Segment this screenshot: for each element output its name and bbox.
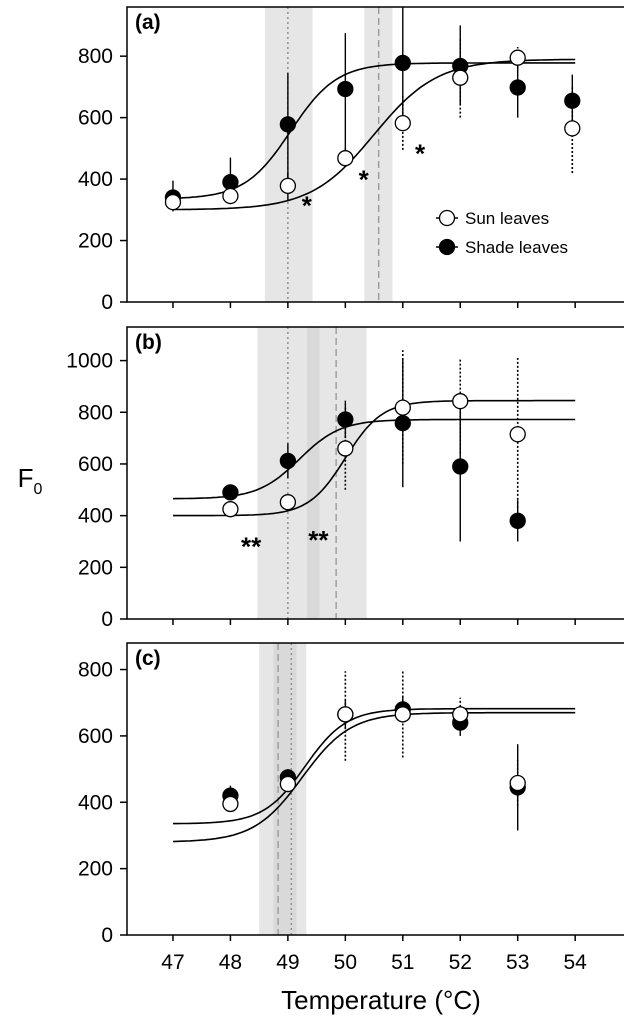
sun-leaf-point: [509, 426, 526, 443]
shade-leaf-point: [509, 512, 526, 529]
axes-frame: [126, 326, 624, 620]
shaded-band-0: [264, 7, 313, 302]
sun-leaf-point: [337, 440, 354, 457]
sun-leaf-point: [337, 706, 354, 723]
y-tick-label: 600: [78, 107, 113, 130]
sun-leaf-point: [394, 706, 411, 723]
sun-leaf-point: [279, 494, 297, 511]
sun-leaf-point: [509, 49, 526, 66]
shade-leaf-point: [564, 92, 581, 109]
sun-leaf-point: [337, 150, 354, 167]
shade-leaf-point: [337, 80, 354, 98]
sun-leaf-point: [564, 120, 581, 137]
sun-leaf-point: [452, 69, 469, 86]
legend-label: Sun leaves: [465, 209, 549, 228]
sun-leaf-point: [279, 177, 297, 194]
sun-leaf-point: [394, 399, 411, 416]
x-axis-title: Temperature (°C): [281, 985, 481, 1015]
significance-marker: *: [415, 138, 426, 168]
x-tick-label: 52: [449, 951, 472, 974]
y-tick-label: 200: [78, 858, 113, 881]
plot-area: [172, 643, 576, 935]
x-tick-label: 47: [161, 951, 184, 974]
y-tick-label: 1000: [66, 350, 113, 373]
legend-marker: [438, 209, 456, 227]
sun-leaf-point: [452, 393, 469, 410]
y-tick-label: 600: [78, 453, 113, 476]
fit-curve-sun: [173, 399, 576, 517]
significance-marker: *: [359, 164, 370, 194]
sun-leaf-point: [452, 706, 469, 723]
shade-leaf-point: [394, 414, 411, 432]
axes-frame: [126, 6, 624, 303]
panel-label: (c): [135, 647, 161, 670]
y-axis-title: F0: [18, 463, 43, 498]
shade-leaf-point: [509, 79, 526, 96]
x-tick-label: 48: [219, 951, 242, 974]
significance-marker: **: [308, 525, 329, 555]
y-tick-label: 400: [78, 505, 113, 528]
panel-b: ** ** 0 200 400 600 800 1000 (b): [66, 326, 624, 631]
legend-marker: [438, 238, 456, 256]
shade-leaf-point: [279, 116, 297, 133]
y-tick-label: 400: [78, 791, 113, 814]
y-tick-label: 0: [101, 924, 113, 947]
fit-curve-shade: [172, 62, 576, 200]
legend: Sun leaves Shade leaves: [436, 209, 568, 257]
shade-leaf-point: [452, 458, 469, 475]
axes-frame: [126, 642, 624, 936]
sun-leaf-point: [279, 775, 297, 793]
plot-area: [164, 7, 581, 302]
shaded-band-1: [306, 327, 320, 619]
y-tick-label: 600: [78, 725, 113, 748]
shade-leaf-point: [394, 54, 411, 72]
panel-a: * * * 0 200 400 600 800 (a) Sun leaves Shade leave…: [78, 6, 624, 314]
x-tick-label: 51: [391, 951, 414, 974]
y-tick-label: 200: [78, 556, 113, 579]
shade-leaf-point: [279, 452, 297, 470]
x-tick-label: 50: [334, 951, 357, 974]
sun-leaf-point: [164, 193, 182, 211]
y-tick-label: 0: [101, 291, 113, 314]
panel-c: 0 200 400 600 800 (c): [78, 642, 624, 947]
sun-leaf-point: [222, 795, 239, 813]
significance-marker: *: [302, 191, 313, 221]
y-tick-label: 400: [78, 168, 113, 191]
panel-label: (b): [135, 331, 162, 354]
y-tick-label: 0: [101, 608, 113, 631]
panel-label: (a): [135, 11, 161, 34]
fit-curve-sun: [172, 58, 576, 211]
fit-curve-shade: [173, 707, 576, 825]
shade-leaf-point: [222, 174, 239, 191]
y-tick-label: 800: [78, 401, 113, 424]
x-tick-label: 53: [506, 951, 529, 974]
fit-curve-sun: [172, 711, 576, 843]
x-tick-label: 49: [276, 951, 299, 974]
sun-leaf-point: [222, 187, 239, 205]
significance-marker: **: [241, 531, 262, 561]
sun-leaf-point: [222, 501, 239, 518]
y-tick-label: 800: [78, 45, 113, 68]
x-tick-label: 54: [563, 951, 587, 974]
sun-leaf-point: [394, 115, 411, 132]
y-tick-label: 800: [78, 659, 113, 682]
y-tick-label: 200: [78, 230, 113, 253]
shade-leaf-point: [337, 411, 354, 428]
sun-leaf-point: [509, 774, 526, 792]
legend-label: Shade leaves: [465, 238, 568, 257]
shade-leaf-point: [222, 484, 239, 501]
plot-area: [172, 327, 576, 619]
fit-curve-shade: [172, 418, 576, 500]
